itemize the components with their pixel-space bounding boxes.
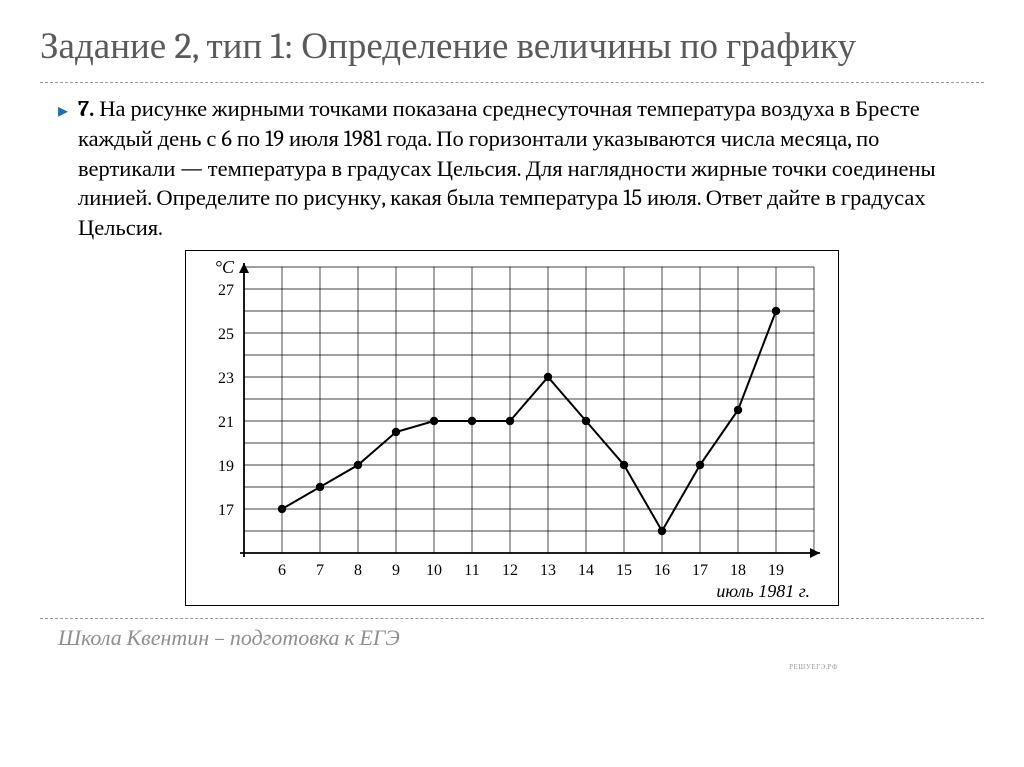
svg-text:июль 1981 г.: июль 1981 г. [716, 581, 810, 601]
svg-text:23: 23 [218, 370, 234, 387]
temperature-chart: 17 19 21 23 25 27 °C 6 7 8 9 10 11 12 13 14 15 16 17 18 19 ию… [196, 259, 828, 601]
svg-text:19: 19 [768, 562, 784, 579]
svg-text:°C: °C [215, 259, 235, 277]
svg-text:7: 7 [316, 562, 324, 579]
svg-text:13: 13 [540, 562, 556, 579]
svg-text:27: 27 [218, 282, 234, 299]
bullet-icon: ▸ [58, 95, 68, 124]
svg-text:21: 21 [218, 414, 234, 431]
svg-text:15: 15 [616, 562, 632, 579]
svg-text:12: 12 [502, 562, 518, 579]
chart-container: 17 19 21 23 25 27 °C 6 7 8 9 10 11 12 13 14 15 16 17 18 19 ию… [40, 250, 984, 606]
title-divider [40, 82, 984, 83]
svg-text:9: 9 [392, 562, 400, 579]
svg-text:11: 11 [464, 562, 479, 579]
svg-text:18: 18 [730, 562, 746, 579]
problem-number: 7. [78, 96, 94, 122]
svg-text:17: 17 [692, 562, 708, 579]
svg-text:17: 17 [218, 502, 234, 519]
svg-text:19: 19 [218, 458, 234, 475]
svg-text:10: 10 [426, 562, 442, 579]
svg-text:8: 8 [354, 562, 362, 579]
problem-text: 7. На рисунке жирными точками показана с… [78, 95, 978, 243]
svg-text:16: 16 [654, 562, 670, 579]
problem-body: На рисунке жирными точками показана сред… [78, 96, 936, 241]
svg-text:25: 25 [218, 326, 234, 343]
problem-block: ▸ 7. На рисунке жирными точками показана… [40, 95, 984, 243]
slide-title: Задание 2, тип 1: Определение величины п… [40, 24, 984, 82]
footer-text: Школа Квентин – подготовка к ЕГЭ [40, 619, 984, 651]
chart-frame: 17 19 21 23 25 27 °C 6 7 8 9 10 11 12 13 14 15 16 17 18 19 ию… [185, 250, 839, 606]
watermark: РЕШУЕГЭ.РФ [789, 663, 838, 671]
svg-text:14: 14 [578, 562, 594, 579]
svg-text:6: 6 [278, 562, 286, 579]
